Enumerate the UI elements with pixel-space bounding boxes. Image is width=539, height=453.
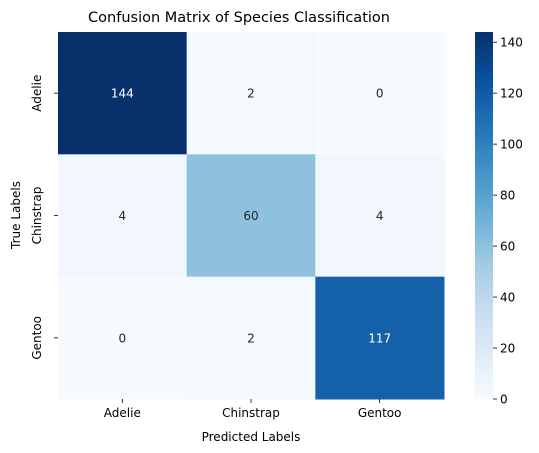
- colorbar-tick-label: 0: [500, 392, 508, 406]
- colorbar-tick-label: 60: [500, 239, 515, 253]
- cell-value-label: 117: [368, 331, 391, 345]
- heatmap-cell: [186, 32, 316, 155]
- cell-value-label: 0: [119, 331, 127, 345]
- x-axis-ticks: Adelie Chinstrap Gentoo: [104, 399, 402, 420]
- heatmap-cell: [186, 276, 316, 400]
- heatmap-cell-labels: 144 2 0 4 60 4 0 2 117: [111, 87, 391, 346]
- cell-value-label: 60: [243, 209, 258, 223]
- chart-title: Confusion Matrix of Species Classificati…: [88, 10, 390, 26]
- heatmap-cell: [58, 154, 188, 278]
- y-tick-label: Adelie: [30, 75, 44, 112]
- x-tick-label: Adelie: [104, 406, 141, 420]
- heatmap-cells: [58, 32, 445, 400]
- colorbar-tick-label: 120: [500, 86, 523, 100]
- colorbar-tick-label: 140: [500, 35, 523, 49]
- y-tick-label: Chinstrap: [30, 187, 44, 245]
- x-tick-label: Chinstrap: [222, 406, 280, 420]
- x-tick-label: Gentoo: [358, 406, 402, 420]
- heatmap-cell: [315, 276, 445, 400]
- colorbar-ticks: 0 20 40 60 80 100 120 140: [493, 35, 523, 406]
- heatmap-cell: [315, 32, 445, 155]
- heatmap-cell: [315, 154, 445, 278]
- y-axis-label: True Labels: [9, 181, 23, 250]
- colorbar-tick-label: 20: [500, 341, 515, 355]
- heatmap-cell: [58, 32, 188, 155]
- cell-value-label: 4: [376, 209, 384, 223]
- cell-value-label: 2: [247, 87, 255, 101]
- cell-value-label: 144: [111, 87, 134, 101]
- colorbar-tick-label: 100: [500, 137, 523, 151]
- cell-value-label: 2: [247, 331, 255, 345]
- cell-value-label: 0: [376, 87, 384, 101]
- colorbar-tick-label: 80: [500, 188, 515, 202]
- x-axis-label: Predicted Labels: [202, 430, 301, 444]
- y-tick-label: Gentoo: [30, 316, 44, 360]
- colorbar-tick-label: 40: [500, 290, 515, 304]
- heatmap-cell: [186, 154, 316, 278]
- y-axis-ticks: Adelie Chinstrap Gentoo: [30, 75, 58, 360]
- cell-value-label: 4: [119, 209, 127, 223]
- heatmap-cell: [58, 276, 188, 400]
- colorbar: [475, 32, 493, 399]
